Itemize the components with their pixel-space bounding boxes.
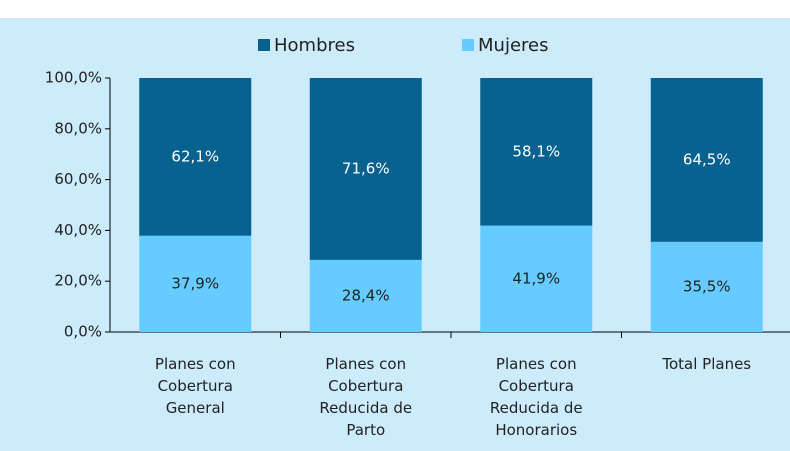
data-label: 41,9% bbox=[512, 269, 560, 287]
data-label: 35,5% bbox=[683, 277, 731, 295]
bar-segment bbox=[309, 78, 422, 260]
bar-segment bbox=[650, 241, 763, 332]
x-tick-label: Planes con Cobertura General bbox=[155, 355, 236, 417]
x-tick-label: Planes con Cobertura Reducida de Honorarios bbox=[490, 355, 583, 439]
x-tick-label-line: Cobertura bbox=[499, 377, 574, 395]
y-tick-label: 80,0% bbox=[54, 119, 102, 137]
data-label: 28,4% bbox=[342, 286, 390, 304]
x-tick-label-line: Reducida de bbox=[319, 399, 412, 417]
x-tick-label-line: Reducida de bbox=[490, 399, 583, 417]
x-tick-label-line: Planes con bbox=[496, 355, 577, 373]
x-tick-label-line: Total Planes bbox=[661, 355, 751, 373]
bar-segment bbox=[480, 78, 593, 226]
legend-swatch bbox=[462, 39, 474, 51]
x-tick-label-line: Planes con bbox=[325, 355, 406, 373]
x-tick-label-line: Honorarios bbox=[495, 421, 577, 439]
data-label: 58,1% bbox=[512, 142, 560, 160]
x-tick-label: Planes con Cobertura Reducida de Parto bbox=[319, 355, 412, 439]
y-tick-label: 60,0% bbox=[54, 170, 102, 188]
bar-segment bbox=[139, 235, 252, 332]
bar-segment bbox=[650, 78, 763, 242]
bar-segment bbox=[480, 225, 593, 332]
data-label: 62,1% bbox=[171, 147, 219, 165]
bar-segment bbox=[139, 78, 252, 236]
y-tick-label: 40,0% bbox=[54, 221, 102, 239]
data-label: 71,6% bbox=[342, 159, 390, 177]
x-tick-label: Total Planes bbox=[661, 355, 751, 373]
y-tick-label: 20,0% bbox=[54, 272, 102, 290]
bar-segment bbox=[309, 259, 422, 332]
x-tick-label-line: Parto bbox=[346, 421, 385, 439]
data-label: 64,5% bbox=[683, 150, 731, 168]
x-tick-label-line: General bbox=[166, 399, 225, 417]
legend-swatch bbox=[258, 39, 270, 51]
x-tick-label-line: Cobertura bbox=[328, 377, 403, 395]
x-tick-label-line: Planes con bbox=[155, 355, 236, 373]
data-label: 37,9% bbox=[171, 274, 219, 292]
y-tick-label: 100,0% bbox=[45, 69, 102, 87]
legend-label: Hombres bbox=[274, 35, 355, 56]
x-tick-label-line: Cobertura bbox=[158, 377, 233, 395]
y-tick-label: 0,0% bbox=[64, 323, 102, 341]
legend-label: Mujeres bbox=[478, 35, 548, 56]
